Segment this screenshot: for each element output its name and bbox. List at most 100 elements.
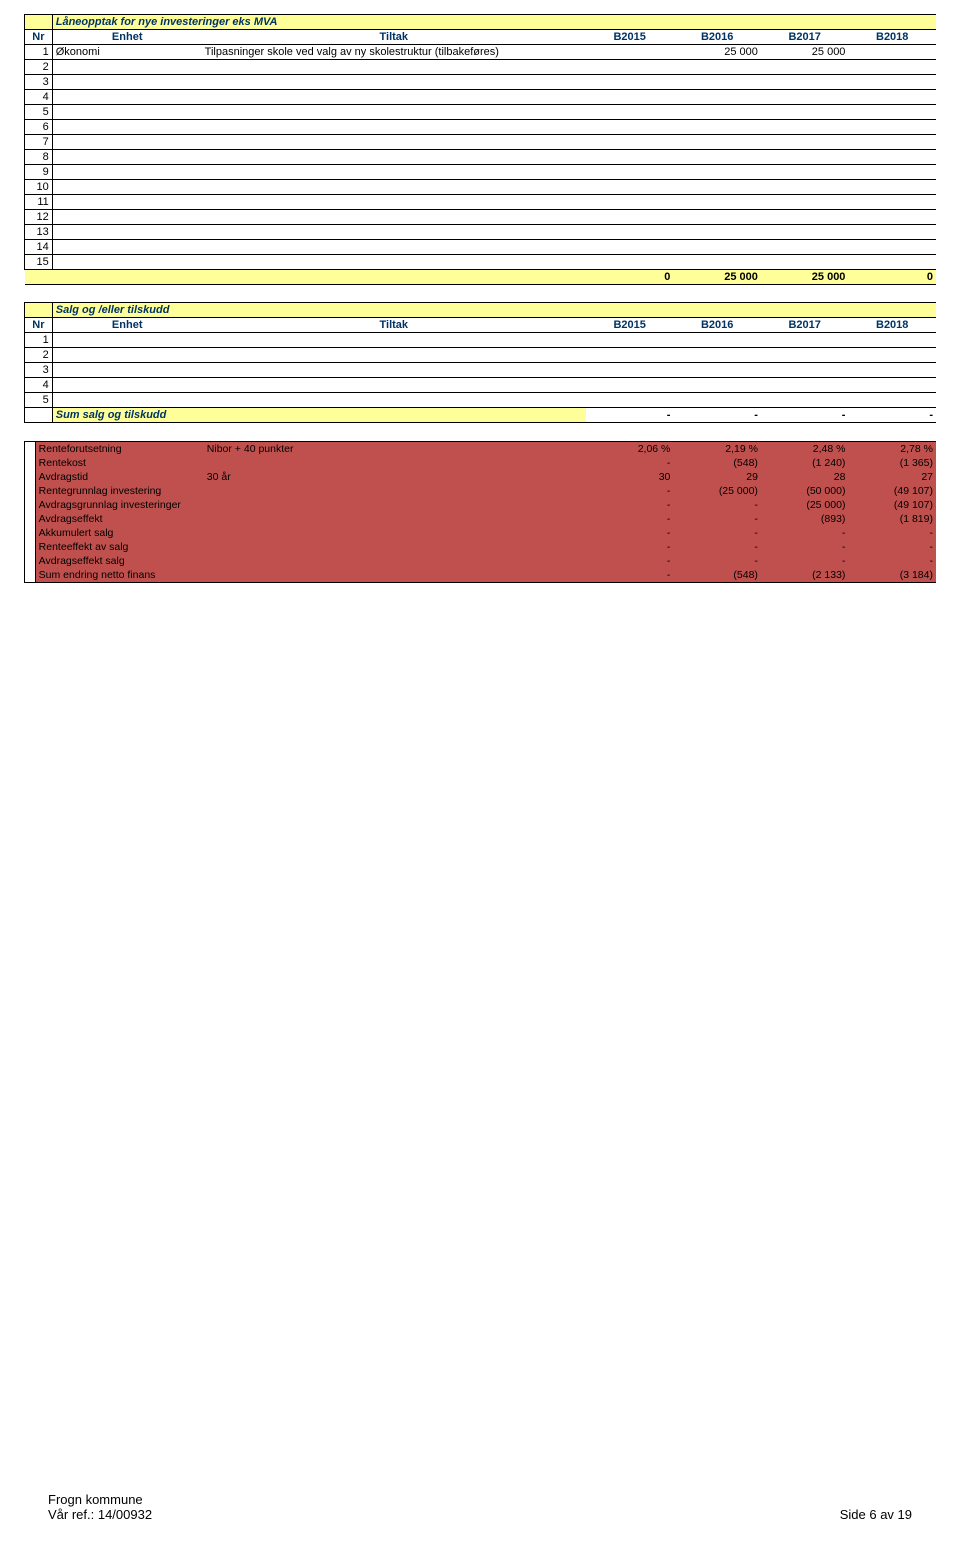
row-tiltak xyxy=(202,210,586,225)
calc-y1: - xyxy=(586,484,674,498)
table-row: 6 xyxy=(25,120,937,135)
row-y3 xyxy=(761,195,849,210)
calc-y4: 2,78 % xyxy=(848,442,936,457)
footer-ref: Vår ref.: 14/00932 xyxy=(48,1507,152,1522)
row-enhet xyxy=(52,348,201,363)
header-enhet: Enhet xyxy=(52,30,201,45)
loan-totals-row: 0 25 000 25 000 0 xyxy=(25,270,937,285)
row-nr: 12 xyxy=(25,210,53,225)
calc-y3: - xyxy=(761,554,849,568)
calc-c2 xyxy=(204,512,586,526)
row-y3 xyxy=(761,225,849,240)
row-tiltak xyxy=(202,333,586,348)
row-enhet xyxy=(52,75,201,90)
row-y2 xyxy=(673,180,761,195)
row-y4 xyxy=(848,255,936,270)
table-row: 10 xyxy=(25,180,937,195)
row-y2 xyxy=(673,90,761,105)
table-row: 3 xyxy=(25,363,937,378)
calc-row: Rentegrunnlag investering-(25 000)(50 00… xyxy=(25,484,937,498)
row-tiltak xyxy=(202,378,586,393)
row-y3 xyxy=(761,60,849,75)
sum-y2: - xyxy=(673,408,761,423)
calc-row: RenteforutsetningNibor + 40 punkter2,06 … xyxy=(25,442,937,457)
header-y3: B2017 xyxy=(761,30,849,45)
row-nr: 2 xyxy=(25,348,53,363)
row-enhet xyxy=(52,105,201,120)
row-y1 xyxy=(586,180,674,195)
table-row: 5 xyxy=(25,393,937,408)
calc-label: Rentegrunnlag investering xyxy=(35,484,204,498)
row-tiltak xyxy=(202,75,586,90)
total-y1: 0 xyxy=(586,270,674,285)
header-y2: B2016 xyxy=(673,30,761,45)
row-y1 xyxy=(586,165,674,180)
table-row: 5 xyxy=(25,105,937,120)
row-enhet xyxy=(52,195,201,210)
row-enhet xyxy=(52,150,201,165)
calc-c2: Nibor + 40 punkter xyxy=(204,442,586,457)
row-y4 xyxy=(848,210,936,225)
row-enhet xyxy=(52,333,201,348)
footer: Frogn kommune Vår ref.: 14/00932 Side 6 … xyxy=(48,1492,912,1522)
calc-y3: (25 000) xyxy=(761,498,849,512)
calc-row: Akkumulert salg---- xyxy=(25,526,937,540)
row-enhet xyxy=(52,135,201,150)
row-y2 xyxy=(673,225,761,240)
sum-y4: - xyxy=(848,408,936,423)
calc-y3: - xyxy=(761,526,849,540)
row-y2 xyxy=(673,195,761,210)
header-y2: B2016 xyxy=(673,318,761,333)
row-enhet xyxy=(52,60,201,75)
calc-row: Avdragseffekt salg---- xyxy=(25,554,937,568)
header-tiltak: Tiltak xyxy=(202,30,586,45)
row-nr: 11 xyxy=(25,195,53,210)
row-tiltak xyxy=(202,165,586,180)
footer-entity: Frogn kommune xyxy=(48,1492,912,1507)
row-y4 xyxy=(848,75,936,90)
total-y4: 0 xyxy=(848,270,936,285)
calc-y1: - xyxy=(586,554,674,568)
row-y3 xyxy=(761,165,849,180)
header-nr: Nr xyxy=(25,318,53,333)
row-y4 xyxy=(848,165,936,180)
row-enhet xyxy=(52,240,201,255)
calc-label: Akkumulert salg xyxy=(35,526,204,540)
row-nr: 13 xyxy=(25,225,53,240)
row-tiltak xyxy=(202,135,586,150)
row-y2: 25 000 xyxy=(673,45,761,60)
row-nr: 6 xyxy=(25,120,53,135)
row-enhet xyxy=(52,180,201,195)
row-y3 xyxy=(761,90,849,105)
calc-y4: - xyxy=(848,526,936,540)
table-row: 14 xyxy=(25,240,937,255)
row-tiltak xyxy=(202,240,586,255)
row-nr: 5 xyxy=(25,393,53,408)
table-row: 4 xyxy=(25,90,937,105)
calc-y3: 28 xyxy=(761,470,849,484)
row-y1 xyxy=(586,60,674,75)
row-y1 xyxy=(586,210,674,225)
calc-y2: - xyxy=(673,526,761,540)
row-enhet xyxy=(52,225,201,240)
row-tiltak xyxy=(202,150,586,165)
row-y4 xyxy=(848,135,936,150)
header-y1: B2015 xyxy=(586,30,674,45)
table-row: 1ØkonomiTilpasninger skole ved valg av n… xyxy=(25,45,937,60)
row-nr: 3 xyxy=(25,75,53,90)
sum-label: Sum salg og tilskudd xyxy=(52,408,586,423)
calc-c2 xyxy=(204,498,586,512)
row-enhet xyxy=(52,210,201,225)
row-y4 xyxy=(848,90,936,105)
row-y3 xyxy=(761,135,849,150)
calc-y4: (3 184) xyxy=(848,568,936,583)
table-row: 15 xyxy=(25,255,937,270)
calc-c2 xyxy=(204,568,586,583)
calc-table: RenteforutsetningNibor + 40 punkter2,06 … xyxy=(24,441,936,583)
row-y1 xyxy=(586,135,674,150)
header-y4: B2018 xyxy=(848,30,936,45)
row-y4 xyxy=(848,45,936,60)
calc-y4: 27 xyxy=(848,470,936,484)
calc-y2: (548) xyxy=(673,456,761,470)
sum-row: Sum salg og tilskudd - - - - xyxy=(25,408,937,423)
